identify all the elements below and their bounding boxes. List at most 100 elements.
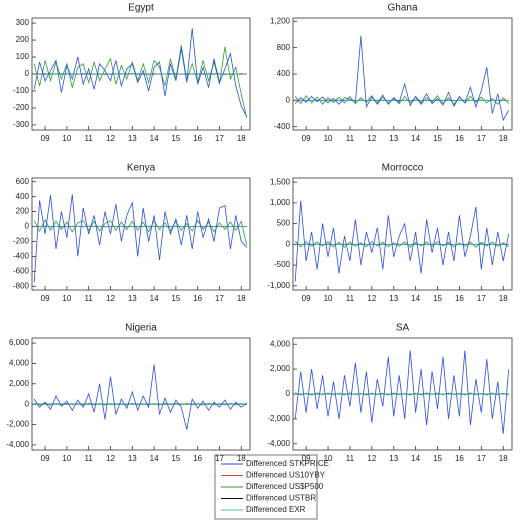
y-tick-label: 500: [277, 219, 291, 228]
y-tick-label: 0: [25, 399, 30, 408]
x-tick-label: 17: [215, 454, 224, 463]
x-tick-label: 13: [389, 454, 398, 463]
chart-title: SA: [396, 323, 410, 334]
x-tick-label: 09: [41, 134, 50, 143]
chart-title: Ghana: [387, 3, 417, 14]
x-tick-label: 10: [324, 294, 333, 303]
x-tick-label: 18: [499, 454, 508, 463]
x-tick-label: 09: [302, 294, 311, 303]
plot-frame: [31, 177, 251, 291]
x-tick-label: 10: [324, 134, 333, 143]
x-tick-label: 14: [150, 454, 159, 463]
y-tick-label: 1,500: [270, 177, 291, 186]
x-tick-label: 11: [85, 294, 94, 303]
x-tick-label: 16: [455, 134, 464, 143]
x-tick-label: 16: [455, 454, 464, 463]
x-tick-label: 14: [411, 454, 420, 463]
x-tick-label: 10: [62, 454, 71, 463]
x-tick-label: 18: [237, 134, 246, 143]
y-tick-label: 0: [25, 69, 30, 78]
y-tick-label: -4,000: [267, 439, 290, 448]
y-tick-label: 0: [286, 95, 291, 104]
x-tick-label: 17: [477, 134, 486, 143]
y-tick-label: 4,000: [9, 359, 30, 368]
legend-label: Differenced USTBR: [246, 494, 316, 503]
y-tick-label: 0: [25, 222, 30, 231]
y-tick-label: 100: [16, 52, 30, 61]
x-tick-label: 14: [411, 294, 420, 303]
x-tick-label: 11: [85, 134, 94, 143]
series-line: [33, 364, 247, 430]
x-tick-label: 12: [367, 134, 376, 143]
x-tick-label: 17: [477, 294, 486, 303]
x-tick-label: 14: [411, 134, 420, 143]
x-tick-label: 15: [171, 454, 180, 463]
chart-title: Morrocco: [382, 163, 424, 174]
x-tick-label: 10: [324, 454, 333, 463]
x-tick-label: 14: [150, 134, 159, 143]
legend-label: Differenced EXR: [246, 505, 306, 514]
series-line: [34, 225, 247, 228]
y-tick-label: 1,000: [270, 198, 291, 207]
x-tick-label: 15: [171, 134, 180, 143]
x-tick-label: 16: [455, 294, 464, 303]
y-tick-label: -2,000: [267, 414, 290, 423]
y-tick-label: -800: [13, 281, 30, 290]
legend-label: Differenced STKPRICE: [246, 459, 329, 468]
y-tick-label: 200: [16, 35, 30, 44]
x-tick-label: 10: [62, 134, 71, 143]
x-tick-label: 12: [367, 454, 376, 463]
y-tick-label: 2,000: [270, 364, 291, 373]
legend-label: Differenced US$P500: [246, 482, 324, 491]
y-tick-label: 600: [16, 177, 30, 186]
x-tick-label: 16: [193, 294, 202, 303]
y-tick-label: 400: [277, 69, 291, 78]
y-tick-label: -1,000: [267, 281, 290, 290]
y-tick-label: 6,000: [9, 338, 30, 347]
y-tick-label: -4,000: [6, 440, 29, 449]
series-line: [294, 350, 510, 434]
plot-frame: [31, 337, 251, 451]
y-tick-label: -300: [13, 120, 30, 129]
x-tick-label: 17: [215, 294, 224, 303]
y-tick-label: -400: [274, 122, 291, 131]
x-tick-label: 15: [171, 294, 180, 303]
series-line: [33, 194, 247, 283]
x-tick-label: 18: [499, 294, 508, 303]
x-tick-label: 15: [433, 294, 442, 303]
x-tick-label: 12: [106, 294, 115, 303]
y-tick-label: -600: [13, 266, 30, 275]
y-tick-label: 2,000: [9, 379, 30, 388]
x-tick-label: 15: [433, 454, 442, 463]
x-tick-label: 13: [128, 294, 137, 303]
series-line: [33, 45, 248, 119]
y-tick-label: 0: [286, 239, 291, 248]
x-tick-label: 09: [41, 294, 50, 303]
x-tick-label: 09: [302, 134, 311, 143]
x-tick-label: 11: [85, 454, 94, 463]
chart-title: Nigeria: [125, 323, 157, 334]
x-tick-label: 16: [193, 454, 202, 463]
y-tick-label: 0: [286, 389, 291, 398]
series-line: [294, 200, 510, 282]
x-tick-label: 12: [106, 134, 115, 143]
series-line: [34, 73, 247, 75]
x-tick-label: 18: [237, 454, 246, 463]
x-tick-label: 13: [128, 134, 137, 143]
x-tick-label: 13: [389, 294, 398, 303]
x-tick-label: 09: [302, 454, 311, 463]
x-tick-label: 10: [62, 294, 71, 303]
x-tick-label: 13: [128, 454, 137, 463]
x-tick-label: 16: [193, 134, 202, 143]
y-tick-label: 4,000: [270, 339, 291, 348]
y-tick-label: -200: [13, 237, 30, 246]
y-tick-label: -400: [13, 252, 30, 261]
y-tick-label: 200: [16, 207, 30, 216]
x-tick-label: 12: [367, 294, 376, 303]
y-tick-label: 1,200: [270, 16, 291, 25]
chart-title: Kenya: [127, 163, 156, 174]
y-tick-label: -200: [13, 103, 30, 112]
y-tick-label: -100: [13, 86, 30, 95]
y-tick-label: -2,000: [6, 420, 29, 429]
